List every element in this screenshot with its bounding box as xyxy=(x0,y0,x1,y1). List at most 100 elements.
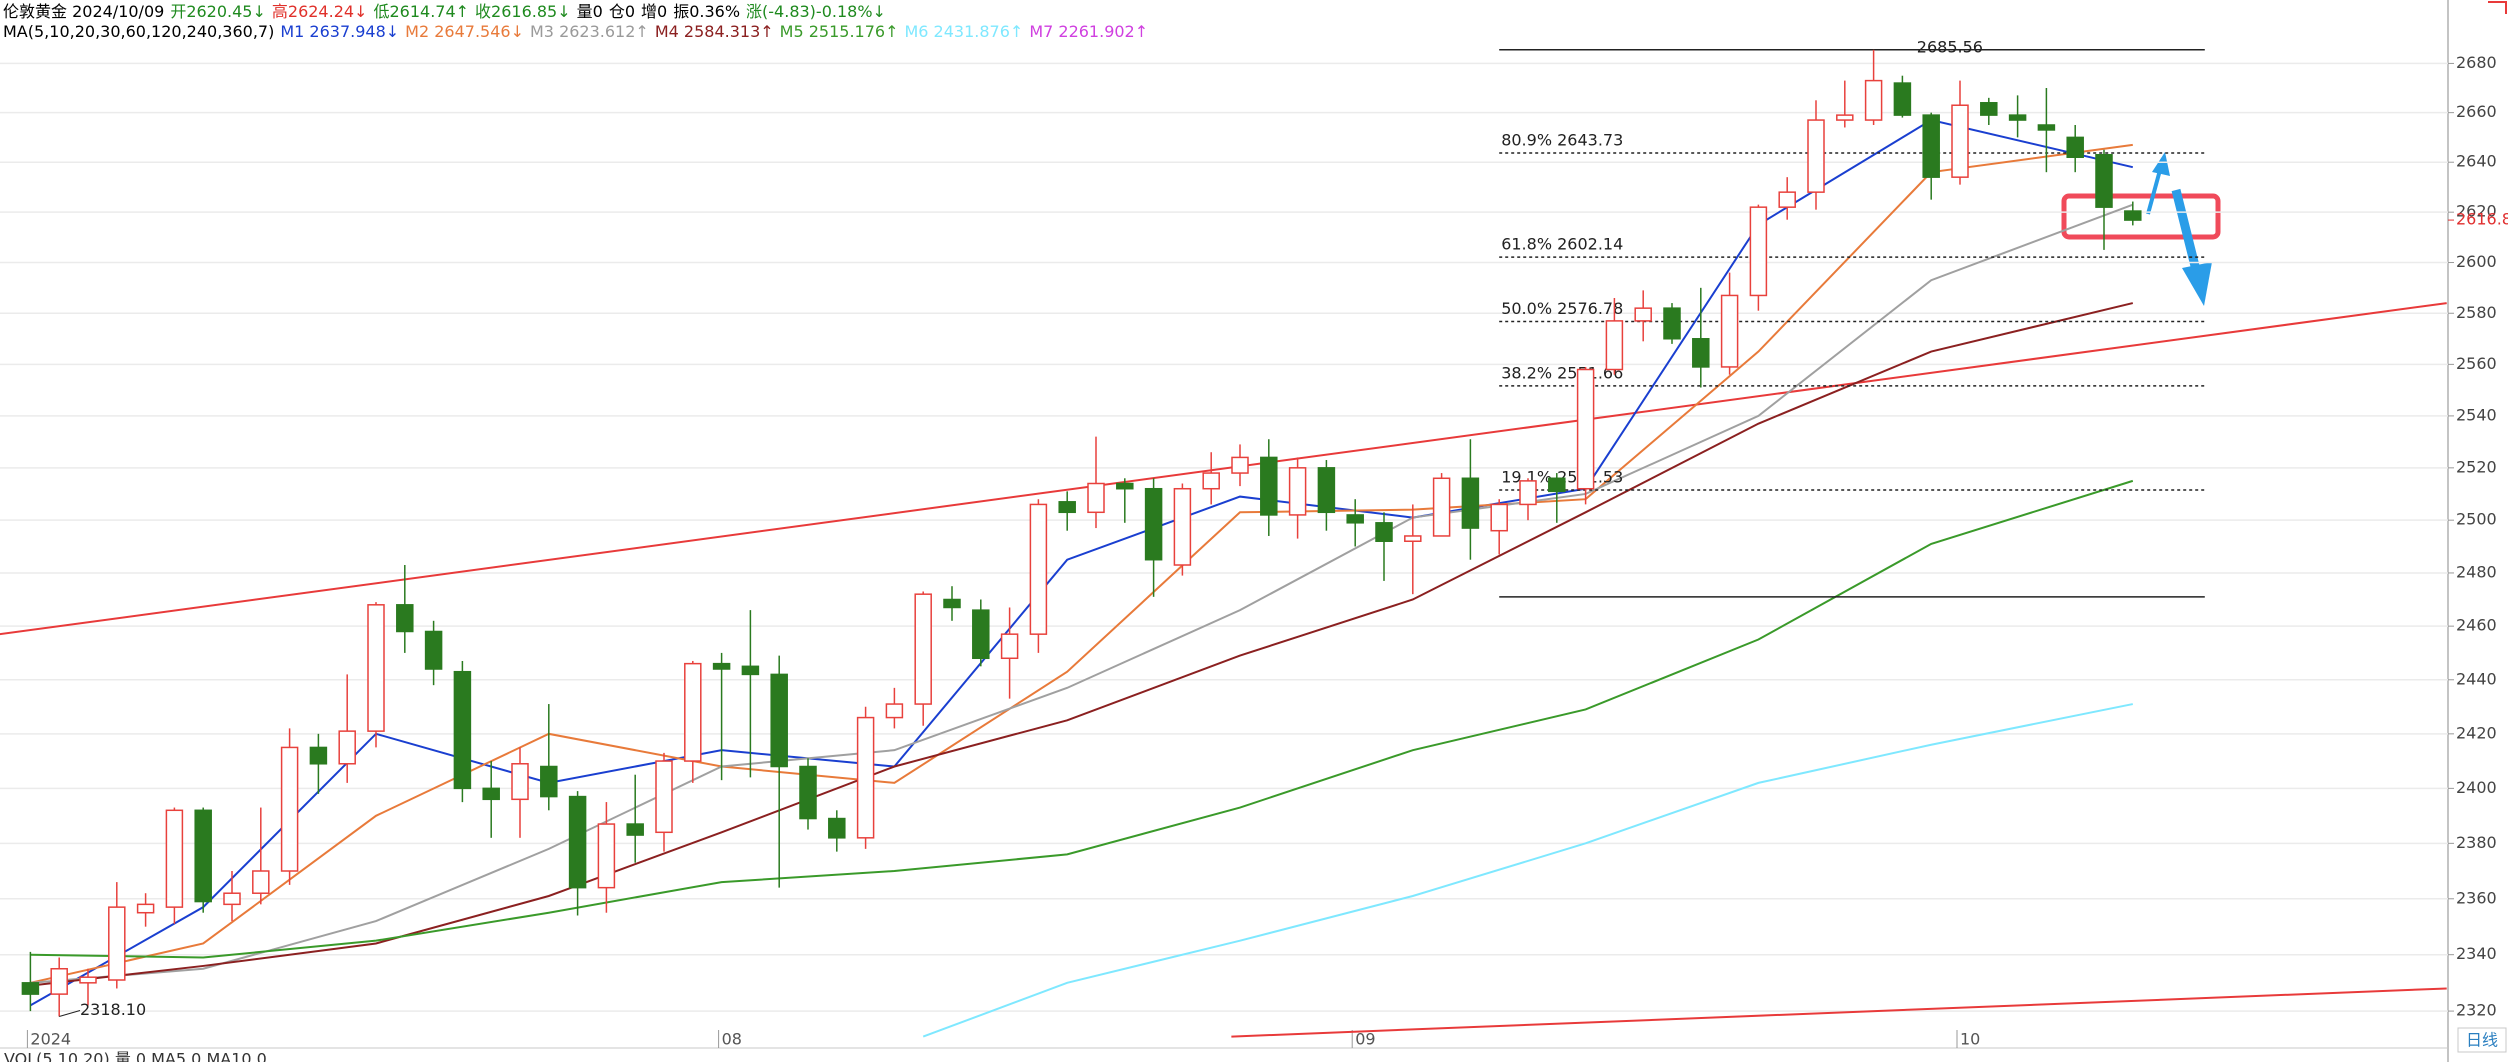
candle-body xyxy=(828,817,846,839)
candle-body xyxy=(1576,368,1595,490)
candle-body xyxy=(655,760,673,834)
trendline xyxy=(1231,987,2447,1038)
candle-body xyxy=(770,673,788,768)
trendline xyxy=(0,302,2447,636)
fib-label: 38.2% 2551.66 xyxy=(1501,363,1623,382)
candle-body xyxy=(1490,503,1508,532)
candle-body xyxy=(712,662,731,670)
header-item: 涨(-4.83)-0.18%↓ xyxy=(746,2,886,21)
y-tick-label: 2500 xyxy=(2456,510,2497,529)
candle-body xyxy=(165,809,184,908)
period-box[interactable] xyxy=(2457,1027,2507,1053)
header-item: M3 2623.612↑ xyxy=(530,22,649,41)
candle-body xyxy=(1663,307,1681,340)
corner-icon xyxy=(2488,1,2507,14)
header-item: M2 2647.546↓ xyxy=(405,22,524,41)
y-tick-label: 2680 xyxy=(2456,53,2497,72)
y-tick-label: 2520 xyxy=(2456,457,2497,476)
candle-body xyxy=(338,730,356,765)
header-item: M1 2637.948↓ xyxy=(280,22,400,41)
candle-body xyxy=(2066,136,2084,158)
candle-body xyxy=(1144,487,1163,561)
y-tick-label: 2340 xyxy=(2456,944,2497,963)
y-tick-label: 2480 xyxy=(2456,562,2497,581)
candle-body xyxy=(568,795,587,889)
candle-body xyxy=(424,630,443,670)
candle-body xyxy=(1692,338,1710,368)
ma-line xyxy=(30,203,2134,984)
candle-body xyxy=(972,609,990,660)
header-item: 增0 xyxy=(641,2,668,21)
header-item: M5 2515.176↑ xyxy=(779,22,899,41)
x-tick-label: 10 xyxy=(1960,1030,1980,1049)
header-item: M4 2584.313↑ xyxy=(654,22,774,41)
y-tick-label: 2560 xyxy=(2456,354,2497,373)
candle-body xyxy=(1807,119,1825,193)
candle-body xyxy=(741,665,760,676)
ma-line xyxy=(922,703,2133,1038)
candle-body xyxy=(799,765,817,820)
candle-body xyxy=(1461,477,1480,529)
candle-body xyxy=(2037,124,2056,131)
candle-body xyxy=(1029,503,1048,635)
ma-line xyxy=(30,302,2134,987)
header-item: 振0.36% xyxy=(673,2,741,21)
fib-label: 61.8% 2602.14 xyxy=(1501,235,1623,254)
candle-body xyxy=(1087,482,1105,514)
candle-body xyxy=(1864,79,1883,121)
candle-body xyxy=(1173,487,1192,566)
candle-body xyxy=(943,598,961,609)
x-tick-label: 2024 xyxy=(30,1030,71,1049)
header-item: 伦敦黄金 2024/10/09 xyxy=(3,2,165,21)
candle-body xyxy=(1231,456,1249,474)
header-line: 伦敦黄金 2024/10/09 开2620.45↓ 高2624.24↓ 低2614.7… xyxy=(3,2,892,22)
candle-body xyxy=(1202,472,1220,490)
candle-body xyxy=(1720,294,1739,368)
y-tick-label: 2440 xyxy=(2456,669,2497,688)
fib-label: 2685.56 xyxy=(1917,37,1983,56)
candle-body xyxy=(1432,477,1451,537)
candle-body xyxy=(626,823,644,836)
y-tick-label: 2600 xyxy=(2456,252,2497,271)
candle-body xyxy=(136,903,155,914)
candle-body xyxy=(1404,535,1422,542)
y-tick-label: 2420 xyxy=(2456,723,2497,742)
ma-line xyxy=(30,143,2133,984)
candle-body xyxy=(597,823,616,889)
header-item: 高2624.24↓ xyxy=(271,2,368,21)
fib-label: 80.9% 2643.73 xyxy=(1501,130,1623,149)
candle-body xyxy=(2124,210,2142,221)
y-tick-label: 2580 xyxy=(2456,303,2497,322)
header-item: 收2616.85↓ xyxy=(475,2,571,21)
header-item: 低2614.74↑ xyxy=(373,2,470,21)
candle-body xyxy=(1951,104,1969,178)
last-price-label: 2616.85 xyxy=(2456,210,2508,229)
candle-body xyxy=(856,716,875,839)
header-item: 开2620.45↓ xyxy=(170,2,266,21)
candle-body xyxy=(1749,206,1768,297)
header-item: M7 2261.902↑ xyxy=(1029,22,1149,41)
y-tick-label: 2360 xyxy=(2456,888,2497,907)
period-label[interactable]: 日线 xyxy=(2466,1031,2498,1050)
y-tick-label: 2660 xyxy=(2456,102,2497,121)
candle-body xyxy=(367,604,385,732)
y-tick-label: 2620 xyxy=(2456,202,2497,221)
candle-body xyxy=(396,604,414,633)
candle-body xyxy=(309,746,328,765)
candle-body xyxy=(914,593,932,705)
fib-label: 50.0% 2576.78 xyxy=(1501,299,1623,318)
candle-body xyxy=(540,765,558,798)
y-tick-label: 2400 xyxy=(2456,778,2497,797)
candle-body xyxy=(1000,633,1019,660)
candle-body xyxy=(2095,154,2113,208)
candle-body xyxy=(108,906,126,981)
candle-body xyxy=(252,870,270,894)
candle-body xyxy=(1317,467,1336,514)
header-item: 量0 xyxy=(576,2,603,21)
x-tick-label: 09 xyxy=(1355,1030,1375,1049)
candle-body xyxy=(1288,467,1307,516)
grid xyxy=(0,62,2448,1012)
candle-body xyxy=(1922,114,1940,178)
